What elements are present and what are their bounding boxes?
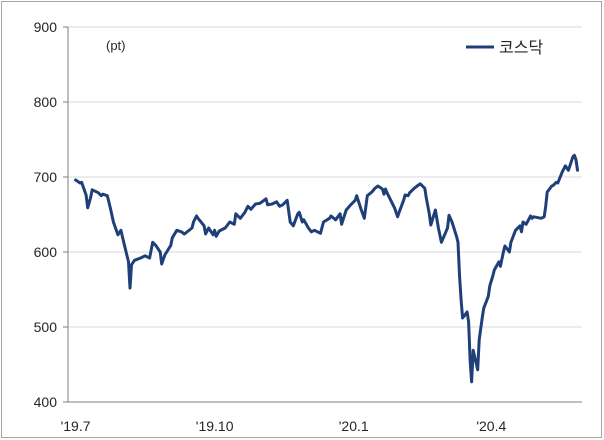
legend-label-kosdaq: 코스닥	[499, 38, 543, 57]
y-tick-label-900: 900	[34, 19, 58, 35]
axes	[67, 27, 582, 403]
x-tick-label-2020-01-01: '20.1	[339, 418, 369, 434]
y-tick-label-400: 400	[34, 394, 58, 410]
y-tick-label-600: 600	[34, 244, 58, 260]
y-axis-unit-label: (pt)	[106, 38, 126, 53]
x-tick-label-2020-04-01: '20.4	[476, 418, 506, 434]
series-line-0	[74, 153, 579, 384]
y-axis-ticks: 400 500 600 700 800 900	[34, 19, 68, 410]
y-tick-label-700: 700	[34, 169, 58, 185]
legend: 코스닥	[466, 38, 543, 57]
x-tick-label-2019-10-01: '19.10	[196, 418, 234, 434]
x-tick-label-2019-07-01: '19.7	[61, 418, 91, 434]
y-tick-label-800: 800	[34, 94, 58, 110]
x-axis-ticks: '19.7 '19.10 '20.1 '20.4	[61, 418, 507, 434]
y-tick-label-500: 500	[34, 319, 58, 335]
gridlines	[68, 26, 582, 328]
series-layer	[74, 153, 579, 384]
